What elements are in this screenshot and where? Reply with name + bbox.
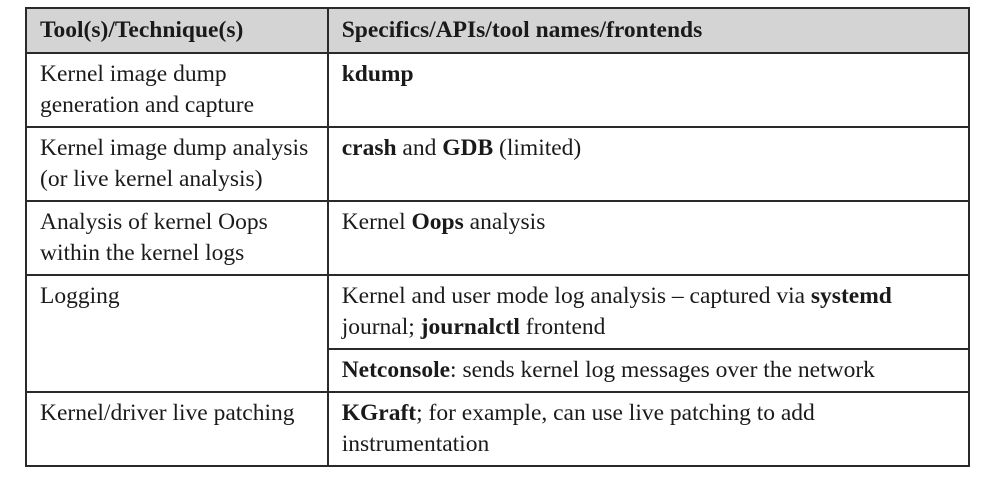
cell-text: Kernel [341, 209, 412, 235]
table-row: Analysis of kernel Oops within the kerne… [25, 200, 971, 276]
tool-name: journalctl [420, 314, 520, 340]
tool-cell: Kernel/driver live patching [25, 391, 329, 467]
specifics-cell: kdump [326, 52, 971, 128]
tool-name: KGraft [341, 400, 417, 426]
table-row: Kernel/driver live patching KGraft; for … [25, 391, 971, 467]
cell-text: journal; [341, 314, 421, 340]
table-row: Kernel image dump generation and capture… [25, 52, 971, 128]
tool-cell: Logging [25, 274, 329, 393]
tool-name: systemd [810, 283, 892, 309]
tool-name: GDB [442, 135, 494, 161]
cell-text: : sends kernel log messages over the net… [450, 357, 875, 383]
cell-text: ; for example, can use live patching to … [341, 400, 815, 457]
tool-cell: Analysis of kernel Oops within the kerne… [25, 200, 329, 276]
tool-name: crash [341, 135, 397, 161]
specifics-cell: Netconsole: sends kernel log messages ov… [326, 348, 971, 393]
table-row: Logging Kernel and user mode log analysi… [25, 274, 971, 393]
cell-text: and [396, 135, 443, 161]
table-row: Netconsole: sends kernel log messages ov… [26, 348, 971, 393]
specifics-cell: KGraft; for example, can use live patchi… [326, 391, 971, 467]
header-specifics: Specifics/APIs/tool names/frontends [326, 7, 971, 54]
cell-text: (limited) [493, 135, 582, 161]
specifics-cell: Kernel and user mode log analysis – capt… [326, 274, 971, 350]
specifics-cell: crash and GDB (limited) [326, 126, 971, 202]
tool-cell: Kernel image dump analysis (or live kern… [25, 126, 329, 202]
tool-cell: Kernel image dump generation and capture [25, 52, 329, 128]
cell-text: frontend [519, 314, 606, 340]
specifics-cell: Kernel Oops analysis [326, 200, 971, 276]
tools-table: Tool(s)/Technique(s) Specifics/APIs/tool… [25, 7, 971, 467]
cell-text: Kernel and user mode log analysis – capt… [341, 283, 811, 309]
cell-text: analysis [463, 209, 546, 235]
tool-name: Netconsole [341, 357, 451, 383]
tool-name: Oops [411, 209, 464, 235]
table-row: Kernel image dump analysis (or live kern… [25, 126, 971, 202]
tool-name: kdump [341, 61, 414, 87]
header-tool: Tool(s)/Technique(s) [25, 7, 329, 54]
table-header-row: Tool(s)/Technique(s) Specifics/APIs/tool… [25, 7, 971, 54]
